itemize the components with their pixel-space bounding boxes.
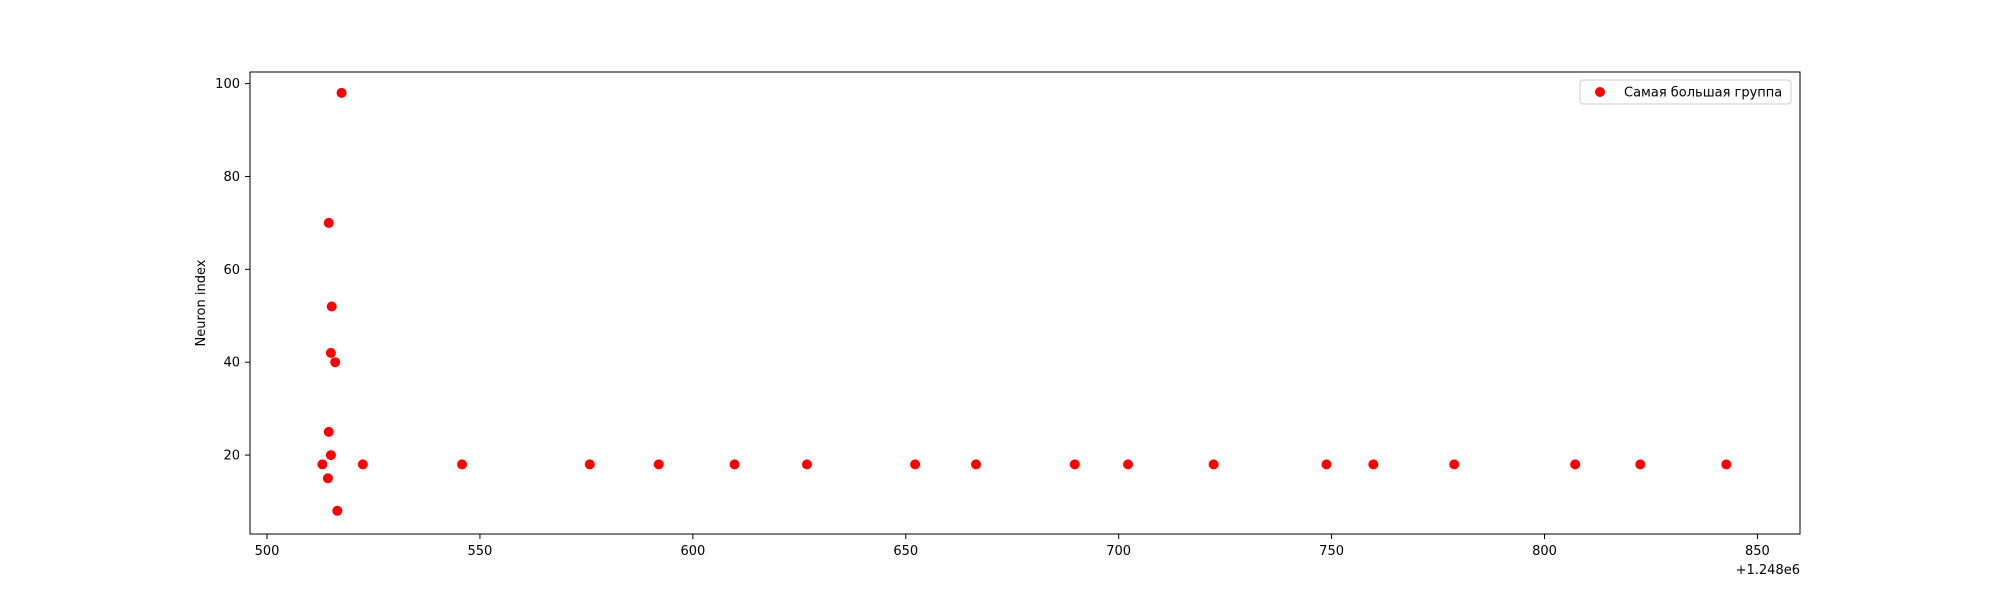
data-point — [322, 473, 333, 484]
data-point — [653, 459, 664, 470]
plot-area — [250, 72, 1800, 534]
scatter-points — [317, 87, 1732, 516]
plot-frame — [249, 71, 1801, 535]
x-tick-label: 700 — [1106, 544, 1131, 559]
data-point — [1208, 459, 1219, 470]
data-point — [1368, 459, 1379, 470]
legend-marker — [1595, 87, 1605, 97]
data-point — [971, 459, 982, 470]
data-point — [1570, 459, 1581, 470]
data-point — [457, 459, 468, 470]
data-point — [336, 87, 347, 98]
data-point — [1635, 459, 1646, 470]
data-point — [1449, 459, 1460, 470]
data-point — [317, 459, 328, 470]
y-tick-label: 40 — [223, 356, 240, 371]
x-tick-label: 750 — [1319, 544, 1344, 559]
x-axis-ticks: 500 550 600 650 700 750 800 850 — [255, 534, 1770, 559]
legend-box — [1579, 79, 1792, 105]
data-point — [729, 459, 740, 470]
x-offset-label: +1.248e6 — [1736, 563, 1800, 578]
data-point — [326, 301, 337, 312]
x-tick-label: 600 — [680, 544, 705, 559]
data-point — [1721, 459, 1732, 470]
x-tick-label: 850 — [1745, 544, 1770, 559]
data-point — [801, 459, 812, 470]
data-point — [325, 450, 336, 461]
legend-label: Самая большая группа — [1624, 86, 1782, 101]
x-tick-label: 550 — [468, 544, 493, 559]
data-point — [330, 357, 341, 368]
data-point — [332, 505, 343, 516]
legend: Самая большая группа — [1579, 79, 1792, 105]
data-point — [1069, 459, 1080, 470]
y-tick-label: 20 — [223, 449, 240, 464]
y-tick-label: 60 — [223, 263, 240, 278]
data-point — [584, 459, 595, 470]
y-axis-label: Neuron index — [194, 259, 209, 346]
y-axis-ticks: 20 40 60 80 100 — [215, 77, 250, 464]
data-point — [325, 347, 336, 358]
x-tick-label: 500 — [255, 544, 280, 559]
x-tick-label: 800 — [1532, 544, 1557, 559]
y-tick-label: 80 — [223, 170, 240, 185]
data-point — [1123, 459, 1134, 470]
data-point — [323, 217, 334, 228]
data-point — [1321, 459, 1332, 470]
data-point — [323, 426, 334, 437]
data-point — [910, 459, 921, 470]
x-tick-label: 650 — [893, 544, 918, 559]
y-tick-label: 100 — [215, 77, 240, 92]
data-point — [357, 459, 368, 470]
